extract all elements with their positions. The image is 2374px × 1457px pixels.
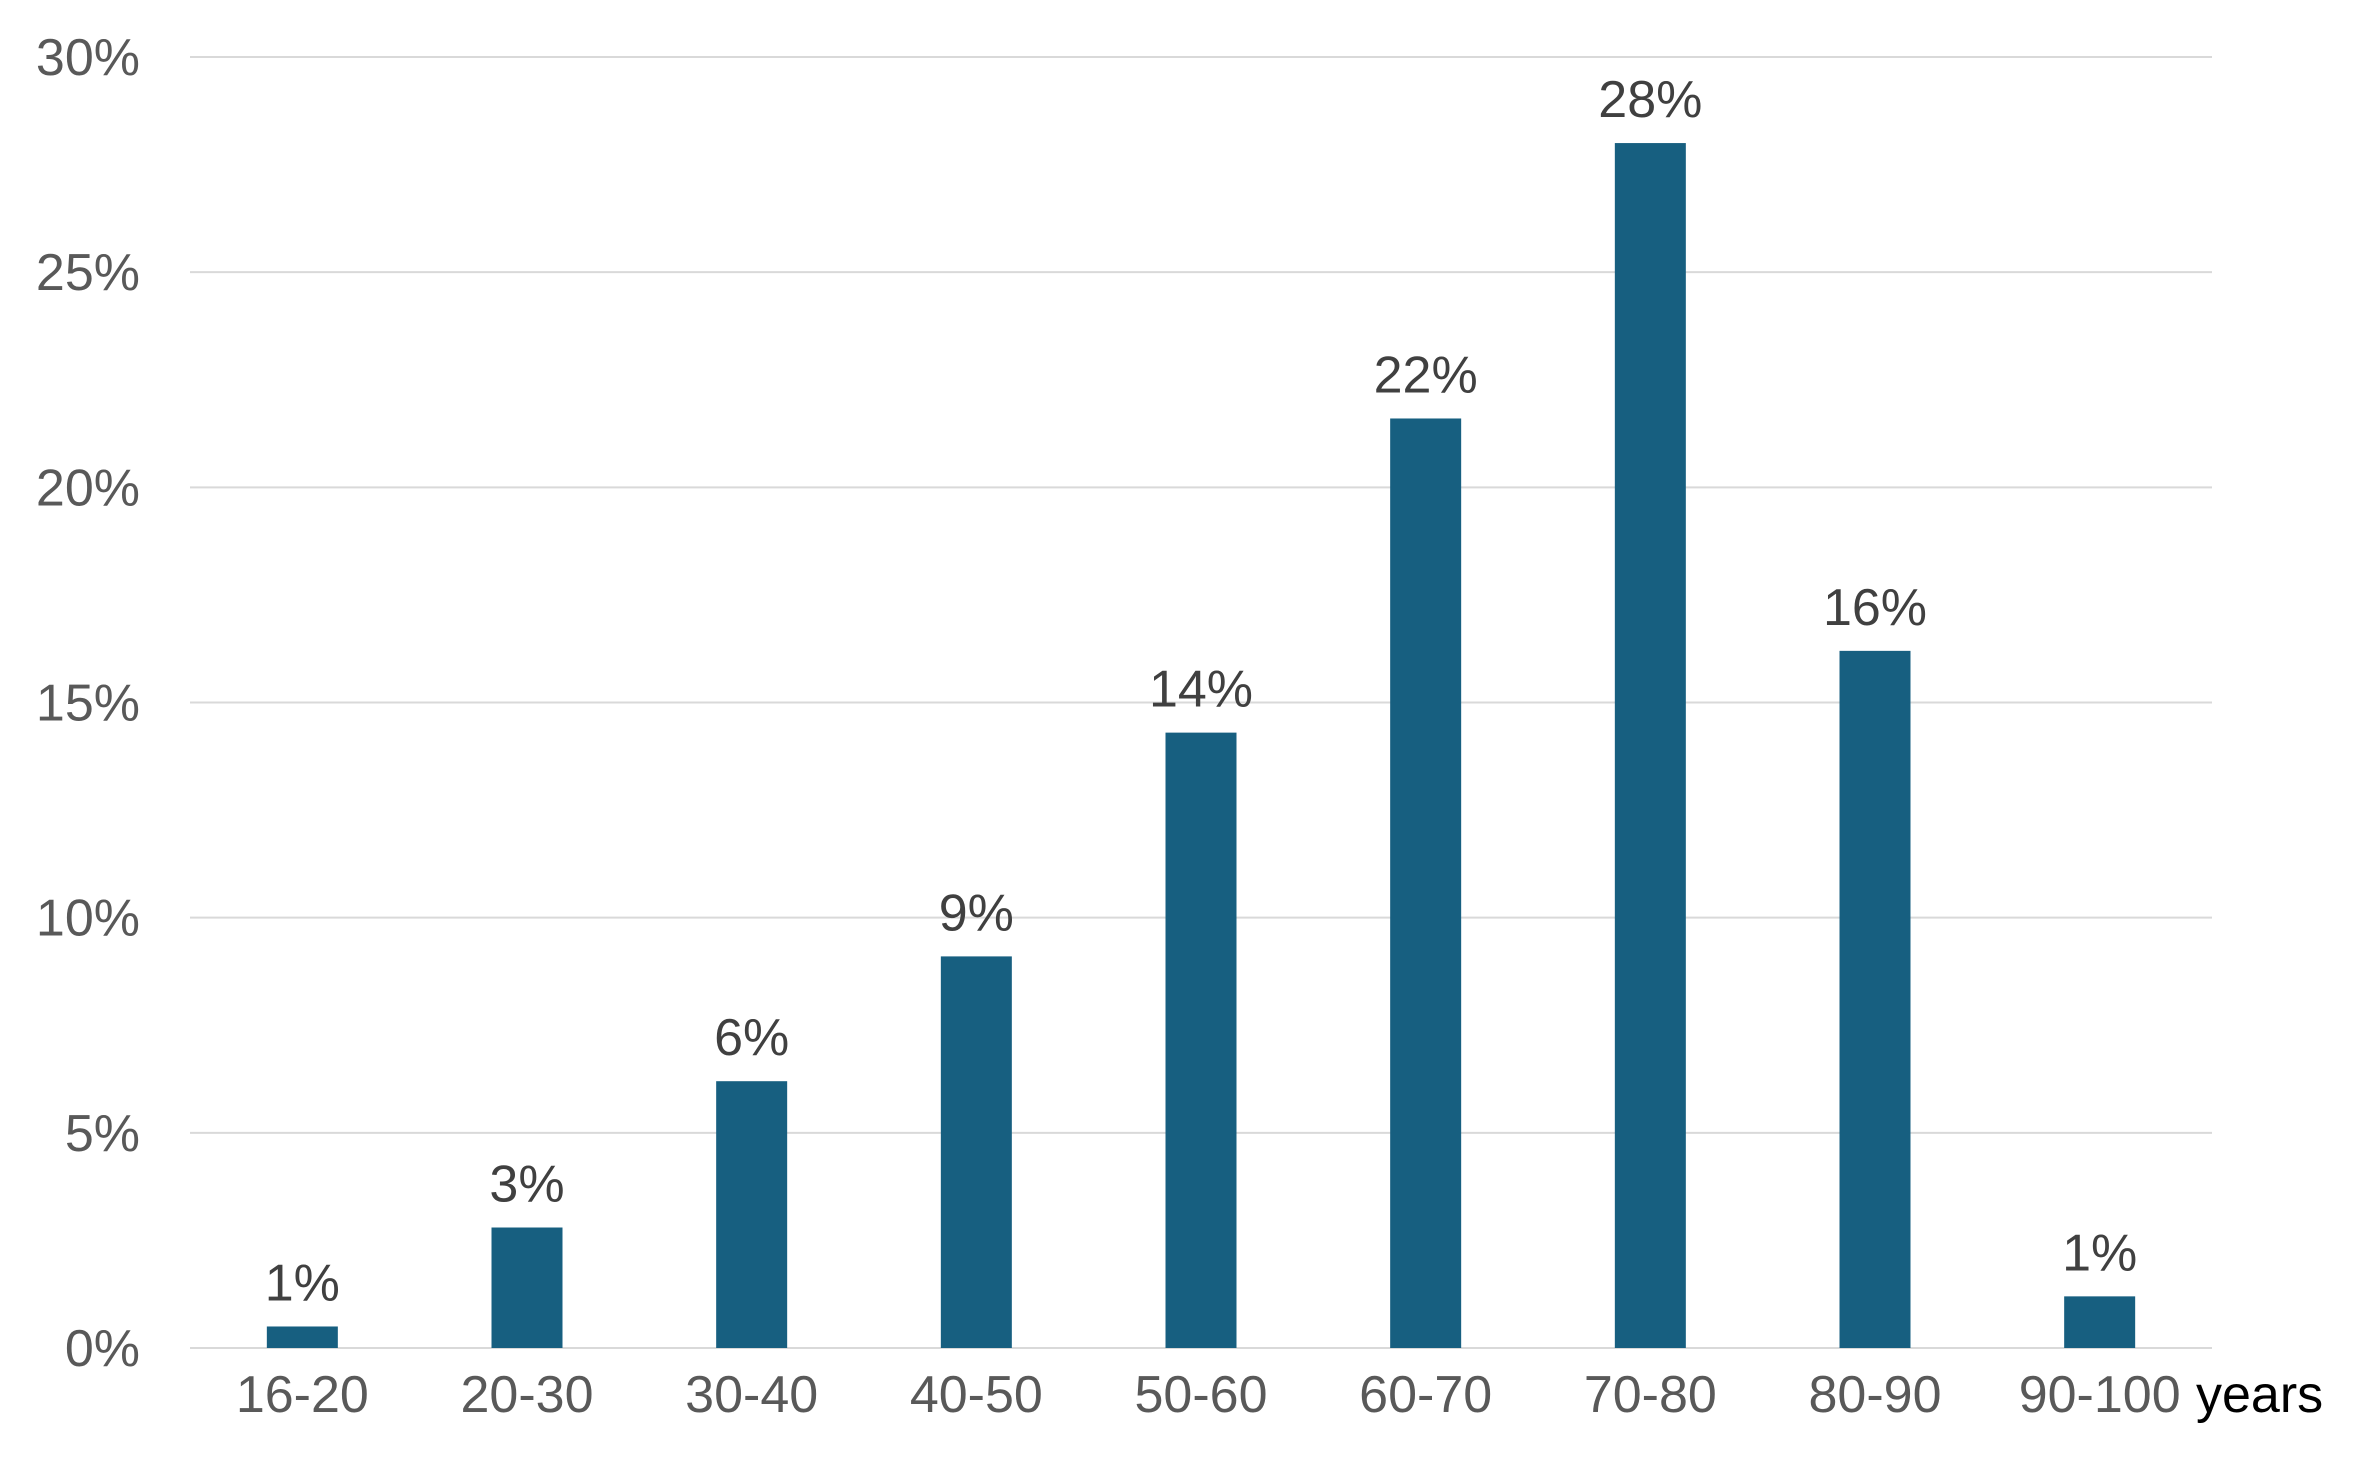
x-tick-label-70-80: 70-80 — [1584, 1366, 1717, 1424]
bar-70-80 — [1614, 143, 1686, 1349]
x-tick-label-60-70: 60-70 — [1359, 1366, 1492, 1424]
x-axis-tick-labels: 16-20 20-30 30-40 40-50 50-60 60-70 70-80 80-90… — [236, 1366, 2181, 1424]
bar-90-100 — [2064, 1296, 2136, 1348]
y-axis-tick-labels: 0% 5% 10% 15% 20% 25% 30% — [36, 29, 140, 1378]
data-labels: 1% 3% 6% 9% 14% 22% 28% 16% 1% — [265, 71, 2137, 1312]
x-tick-label-50-60: 50-60 — [1135, 1366, 1268, 1424]
x-tick-label-20-30: 20-30 — [461, 1366, 594, 1424]
data-label-50-60: 14% — [1149, 661, 1253, 719]
data-label-30-40: 6% — [714, 1009, 789, 1067]
data-label-80-90: 16% — [1823, 579, 1927, 637]
y-tick-label: 25% — [36, 244, 140, 302]
data-label-60-70: 22% — [1374, 346, 1478, 404]
data-label-90-100: 1% — [2062, 1224, 2137, 1282]
bars — [266, 143, 2136, 1349]
data-label-20-30: 3% — [489, 1156, 564, 1214]
x-tick-label-40-50: 40-50 — [910, 1366, 1043, 1424]
data-label-16-20: 1% — [265, 1254, 340, 1312]
y-tick-label: 20% — [36, 459, 140, 517]
bar-20-30 — [491, 1227, 563, 1348]
y-tick-label: 0% — [65, 1320, 140, 1378]
y-tick-label: 10% — [36, 890, 140, 948]
x-tick-label-30-40: 30-40 — [685, 1366, 818, 1424]
bar-40-50 — [940, 956, 1012, 1348]
y-tick-label: 30% — [36, 29, 140, 87]
x-axis-unit-label: years — [2196, 1366, 2323, 1424]
x-tick-label-80-90: 80-90 — [1809, 1366, 1942, 1424]
bar-60-70 — [1390, 418, 1462, 1349]
data-label-70-80: 28% — [1598, 71, 1702, 129]
data-label-40-50: 9% — [939, 884, 1014, 942]
bar-80-90 — [1839, 650, 1911, 1348]
x-tick-label-90-100: 90-100 — [2019, 1366, 2181, 1424]
bar-30-40 — [716, 1081, 788, 1348]
bar-50-60 — [1165, 732, 1237, 1348]
bar-16-20 — [266, 1326, 338, 1348]
x-tick-label-16-20: 16-20 — [236, 1366, 369, 1424]
y-tick-label: 15% — [36, 675, 140, 733]
y-tick-label: 5% — [65, 1105, 140, 1163]
